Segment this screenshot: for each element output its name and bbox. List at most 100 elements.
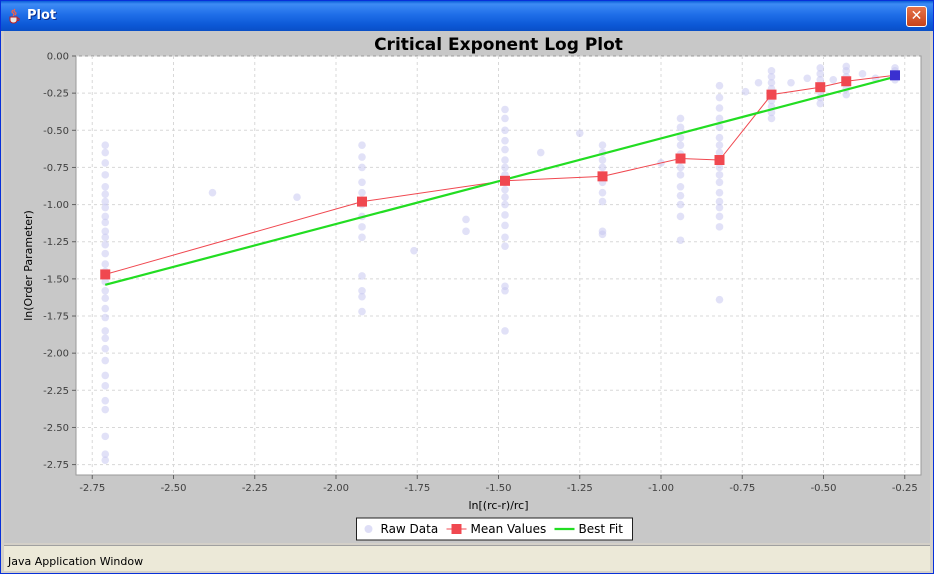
raw-data-point [101, 286, 110, 295]
legend-fit-label: Best Fit [579, 522, 624, 536]
chart-title: Critical Exponent Log Plot [374, 35, 623, 55]
raw-data-point [715, 223, 724, 231]
raw-data-point [410, 246, 418, 255]
raw-data-point [816, 70, 825, 78]
raw-data-point [715, 123, 724, 132]
raw-data-point [501, 211, 509, 219]
raw-data-point [101, 218, 110, 227]
raw-data-point [101, 182, 110, 191]
raw-data-point [575, 129, 584, 138]
raw-data-point [501, 221, 509, 230]
raw-data-point [676, 141, 685, 149]
raw-data-point [101, 294, 110, 302]
y-tick-label: 0.00 [47, 52, 69, 63]
raw-data-point [715, 212, 724, 221]
raw-data-point [676, 133, 685, 142]
raw-data-point [803, 74, 812, 83]
raw-data-point [715, 93, 724, 102]
x-tick-label: -0.75 [729, 483, 755, 494]
mean-value-marker [675, 153, 686, 164]
raw-data-point [101, 450, 110, 458]
y-tick-label: -2.00 [43, 349, 69, 360]
raw-data-point [676, 200, 685, 209]
raw-data-point [101, 327, 110, 335]
raw-data-point [676, 114, 685, 123]
x-tick-label: -2.25 [242, 483, 268, 494]
x-tick-label: -0.50 [811, 483, 837, 494]
legend: Raw Data Mean Values Best Fit [356, 517, 633, 541]
raw-data-point [715, 295, 724, 304]
raw-data-point [101, 159, 110, 167]
y-tick-label: -1.75 [43, 312, 69, 323]
raw-data-point [754, 78, 763, 87]
x-tick-label: -2.50 [161, 483, 187, 494]
raw-data-point [816, 99, 825, 108]
raw-data-point [767, 114, 776, 123]
raw-data-point [501, 136, 509, 145]
raw-data-point [358, 292, 366, 301]
raw-data-point [101, 396, 110, 405]
raw-data-point [101, 405, 110, 414]
raw-data-point [501, 286, 509, 295]
legend-mean-symbol [451, 524, 462, 534]
raw-data-point [767, 67, 776, 75]
raw-data-point [358, 286, 366, 295]
raw-data-point [101, 249, 110, 258]
raw-data-point [101, 171, 110, 179]
raw-data-point [767, 73, 776, 81]
raw-data-point [501, 126, 509, 135]
raw-data-point [501, 105, 509, 114]
raw-data-point [676, 182, 685, 191]
raw-data-point [501, 185, 509, 194]
raw-data-point [501, 145, 509, 154]
raw-data-point [715, 81, 724, 90]
raw-data-point [101, 240, 110, 249]
raw-data-point [101, 233, 110, 242]
raw-data-point [101, 456, 110, 464]
x-axis-label: ln[(rc-r)/rc] [468, 499, 528, 512]
raw-data-point [598, 141, 607, 149]
raw-data-point [358, 272, 366, 280]
raw-data-point [501, 156, 509, 164]
raw-data-point [715, 203, 724, 212]
title-bar[interactable]: Plot ✕ [1, 1, 933, 31]
raw-data-point [715, 171, 724, 179]
mean-value-marker [100, 269, 111, 280]
raw-data-point [598, 156, 607, 164]
raw-data-point [101, 356, 110, 365]
raw-data-point [462, 215, 470, 224]
raw-data-point [358, 141, 366, 149]
mean-value-marker [500, 175, 510, 186]
raw-data-point [676, 236, 685, 245]
legend-mean-label: Mean Values [471, 522, 547, 536]
raw-data-point [741, 87, 750, 96]
x-tick-label: -2.00 [323, 483, 349, 494]
raw-data-point [101, 148, 110, 157]
legend-box [356, 517, 633, 541]
raw-data-point [767, 78, 776, 87]
raw-data-point [676, 171, 685, 179]
raw-data-point [101, 304, 110, 313]
raw-data-point [501, 233, 509, 242]
raw-data-point [501, 327, 509, 335]
mean-value-marker [714, 155, 725, 166]
chart-svg: Critical Exponent Log Plot -2.75 -2.50 -2.2… [22, 35, 922, 541]
raw-data-point [101, 432, 110, 441]
raw-data-point [501, 163, 509, 172]
raw-data-point [358, 307, 366, 316]
mean-value-marker [890, 70, 900, 81]
raw-data-point [536, 148, 545, 157]
y-tick-label: -0.50 [43, 126, 69, 137]
y-tick-label: -1.25 [43, 237, 69, 248]
raw-data-point [816, 75, 825, 84]
y-tick-label: -0.75 [43, 163, 69, 174]
legend-raw-symbol [364, 525, 373, 533]
raw-data-point [676, 212, 685, 221]
x-tick-label: -1.00 [648, 483, 674, 494]
raw-data-point [101, 371, 110, 380]
x-tick-label: -2.75 [79, 483, 105, 494]
raw-data-point [101, 260, 110, 268]
raw-data-point [787, 78, 795, 87]
close-button[interactable]: ✕ [906, 6, 927, 27]
x-tick-label: -0.25 [892, 483, 918, 494]
